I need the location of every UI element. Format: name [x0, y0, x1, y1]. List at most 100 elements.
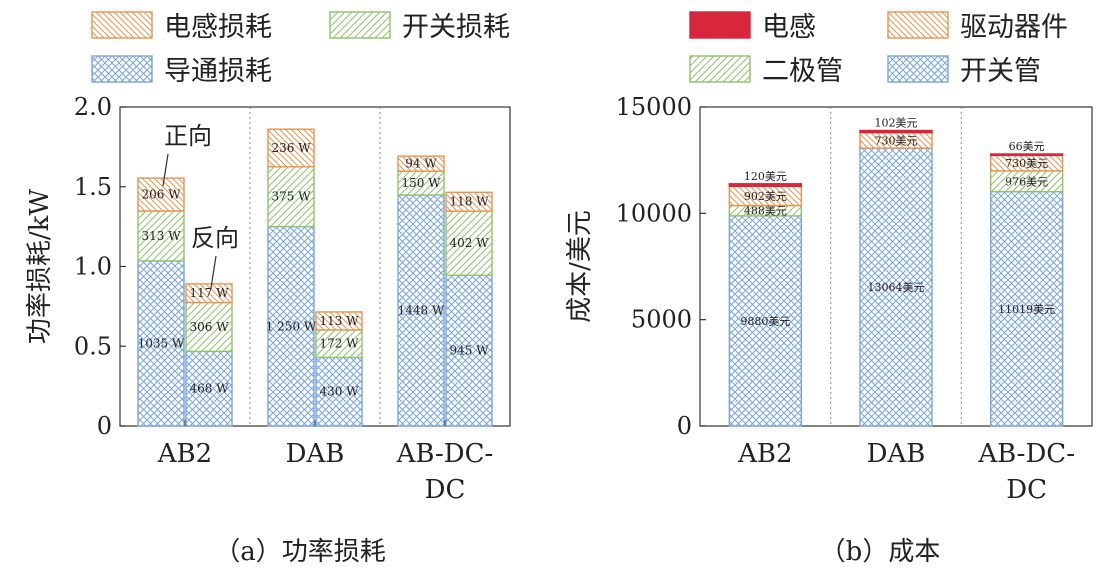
chart-power-loss: 0 0.5 1.0 1.5 2.0 AB2 DAB AB-DC- DC 功率损耗/kW 1035 W…	[25, 11, 511, 567]
bar-segment	[185, 283, 233, 304]
y-tick-label: 10000	[616, 199, 692, 227]
legend-swatch	[329, 11, 391, 39]
data-label: 11019美元	[998, 303, 1055, 316]
data-label: 402 W	[449, 236, 489, 250]
legend-label: 驱动器件	[960, 12, 1068, 43]
bar-segment	[859, 129, 933, 134]
bar-segment	[859, 147, 933, 427]
data-label: 945 W	[449, 344, 489, 358]
chart-cost: 0 5000 10000 15000 AB2 DAB AB-DC- DC 成本/美元 9880美元…	[565, 11, 1093, 567]
legend-swatch	[887, 11, 949, 39]
x-tick-label: AB-DC-	[977, 439, 1075, 469]
bar-segment	[397, 194, 445, 427]
data-label: 236 W	[271, 141, 311, 155]
y-axis-label: 功率损耗/kW	[25, 189, 55, 345]
legend-swatch	[689, 11, 751, 39]
data-label: 306 W	[189, 320, 229, 334]
y-tick-label: 15000	[616, 93, 692, 121]
bar-DAB: 13064美元 730美元 102美元	[859, 116, 933, 427]
data-label: 430 W	[319, 385, 359, 399]
annotation-leader	[162, 153, 169, 187]
legend-label: 电感损耗	[164, 12, 272, 43]
annotation-reverse: 反向	[191, 224, 239, 252]
bar-AB2-反向: 468 W 306 W 117 W	[185, 283, 233, 427]
bar-segment	[397, 155, 445, 172]
y-tick-label: 1.0	[74, 253, 112, 281]
data-label: 206 W	[141, 188, 181, 202]
bar-segment	[185, 350, 233, 427]
data-label: 172 W	[319, 337, 359, 351]
data-label: 94 W	[405, 157, 437, 171]
y-tick-label: 0	[97, 412, 112, 440]
bar-segment	[267, 128, 315, 168]
y-tick-label: 2.0	[74, 93, 112, 121]
bar-DAB-正向: 1 250 W 375 W 236 W	[266, 128, 317, 427]
y-axis-label: 成本/美元	[565, 210, 595, 323]
bar-segment	[185, 301, 233, 353]
y-tick-label: 5000	[631, 306, 692, 334]
data-label: 117 W	[189, 286, 229, 300]
data-label: 13064美元	[868, 281, 925, 294]
bar-segment	[445, 191, 493, 212]
legend-swatch	[887, 55, 949, 83]
caption-b: （b）成本	[820, 537, 941, 567]
legend-swatch	[91, 55, 153, 83]
annotation-leader	[210, 255, 217, 289]
x-tick-label: DC	[425, 475, 466, 505]
bar-segment	[315, 311, 363, 331]
x-tick-label: DC	[1006, 475, 1047, 505]
legend-label: 二极管	[762, 56, 843, 87]
x-tick-label: AB2	[157, 439, 212, 469]
legend-swatch	[91, 11, 153, 39]
data-label: 102美元	[875, 116, 918, 129]
legend-label: 开关管	[960, 56, 1041, 87]
x-tick-label: DAB	[867, 439, 926, 469]
bar-segment	[267, 166, 315, 228]
data-label: 150 W	[401, 176, 441, 190]
bar-segment	[989, 153, 1064, 157]
y-tick-label: 1.5	[74, 173, 112, 201]
data-label: 375 W	[271, 190, 311, 204]
data-label: 313 W	[141, 229, 181, 243]
caption-a: （a）功率损耗	[214, 537, 386, 567]
bar-AB-DC-DC-正向: 1448 W 150 W 94 W	[397, 155, 445, 427]
data-label: 468 W	[189, 382, 229, 396]
legend-label: 电感	[762, 12, 816, 43]
data-label: 730美元	[1005, 157, 1048, 170]
data-label: 730美元	[875, 134, 918, 147]
bar-segment	[137, 177, 185, 212]
bar-segment	[445, 274, 493, 427]
y-tick-label: 0.5	[74, 332, 112, 360]
data-label: 9880美元	[740, 315, 790, 328]
annotation-forward: 正向	[164, 122, 212, 150]
legend-swatch	[689, 55, 751, 83]
bar-segment	[315, 329, 363, 359]
data-label: 118 W	[449, 195, 489, 209]
bar-AB-DC-DC: 11019美元 976美元 730美元 66美元	[989, 140, 1064, 427]
data-label: 902美元	[744, 190, 787, 203]
data-label: 976美元	[1005, 175, 1048, 188]
bar-DAB-反向: 430 W 172 W 113 W	[315, 311, 363, 427]
legend-label: 开关损耗	[402, 12, 510, 43]
data-label: 1448 W	[398, 304, 445, 318]
x-tick-label: AB-DC-	[396, 439, 494, 469]
bar-segment	[989, 190, 1064, 427]
bar-AB-DC-DC-反向: 945 W 402 W 118 W	[445, 191, 493, 427]
bar-AB2: 9880美元 488美元 902美元 120美元	[728, 170, 803, 427]
bar-segment	[728, 183, 803, 188]
x-tick-label: DAB	[286, 439, 345, 469]
data-label: 120美元	[744, 170, 787, 183]
data-label: 113 W	[319, 314, 359, 328]
bar-segment	[315, 356, 363, 427]
data-label: 1 250 W	[266, 319, 317, 333]
bar-segment	[728, 215, 803, 427]
x-tick-label: AB2	[737, 439, 792, 469]
legend-label: 导通损耗	[164, 56, 272, 87]
data-label: 1035 W	[138, 336, 185, 350]
bar-segment	[445, 210, 493, 276]
data-label: 488美元	[744, 205, 787, 218]
y-tick-label: 0	[677, 412, 692, 440]
